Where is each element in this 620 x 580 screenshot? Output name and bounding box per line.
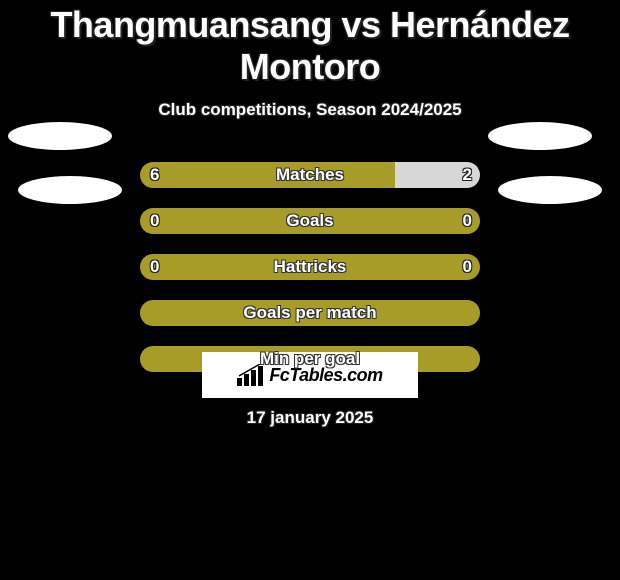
bar-label: Matches xyxy=(140,162,480,188)
bar-label: Min per goal xyxy=(140,346,480,372)
bar-row: Min per goal xyxy=(0,346,620,372)
player-oval xyxy=(8,122,112,150)
date-text: 17 january 2025 xyxy=(0,408,620,428)
bar-row: 00Hattricks xyxy=(0,254,620,280)
bar-label: Hattricks xyxy=(140,254,480,280)
bar-row: Goals per match xyxy=(0,300,620,326)
player-oval xyxy=(498,176,602,204)
player-oval xyxy=(18,176,122,204)
page-title: Thangmuansang vs Hernández Montoro xyxy=(0,0,620,88)
subtitle: Club competitions, Season 2024/2025 xyxy=(0,100,620,120)
bar-label: Goals per match xyxy=(140,300,480,326)
bar-label: Goals xyxy=(140,208,480,234)
bar-row: 00Goals xyxy=(0,208,620,234)
player-oval xyxy=(488,122,592,150)
chart-container: Thangmuansang vs Hernández Montoro Club … xyxy=(0,0,620,580)
